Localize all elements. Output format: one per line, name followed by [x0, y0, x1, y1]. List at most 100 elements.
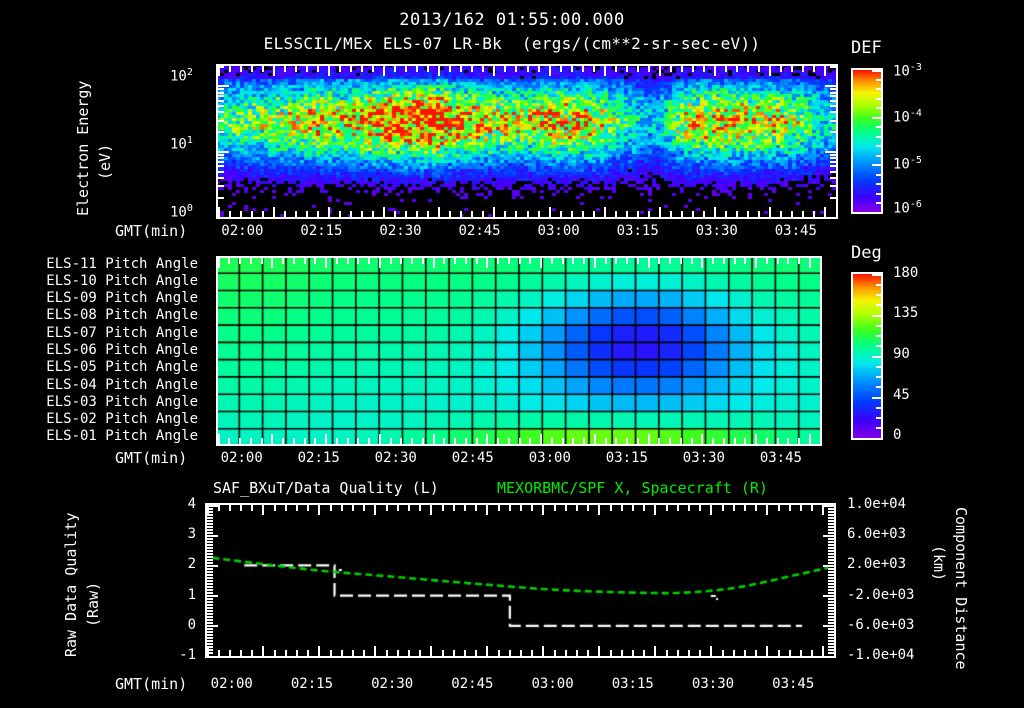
top-ytick-1-exponent: 0 — [186, 203, 193, 214]
deg-colorbar-title: Deg — [851, 243, 882, 263]
xtick-label: 03:15 — [611, 676, 654, 692]
xtick-label: 02:45 — [451, 676, 494, 692]
def-tick-6-mantissa: 10 — [893, 200, 910, 217]
xtick-label: 03:15 — [616, 223, 659, 239]
xtick-label: 02:30 — [371, 676, 414, 692]
deg-colorbar-canvas — [853, 274, 881, 438]
bottom-left-tick-label: 1 — [187, 586, 196, 603]
xtick-label: 02:15 — [297, 450, 340, 466]
bottom-xtick-labels: 02:00 02:15 02:30 02:45 03:00 03:15 03:30 03:45 — [205, 677, 836, 695]
pitch-angle-row-label: ELS-10 Pitch Angle — [46, 272, 198, 289]
def-tick-4-mantissa: 10 — [893, 109, 910, 126]
xtick-label: 02:15 — [290, 676, 334, 692]
bottom-right-tick-labels: 1.0e+04 6.0e+03 2.0e+03 -2.0e+03 -6.0e+03 -1.… — [843, 497, 943, 662]
xtick-label: 02:30 — [379, 223, 422, 239]
top-ylabel-line2: (eV) — [96, 143, 114, 180]
xtick-label: 02:00 — [210, 676, 253, 692]
xtick-label: 03:00 — [537, 223, 580, 239]
bottom-ylabel-left-line2: (Raw) — [84, 581, 102, 627]
top-ytick-100: 102 — [170, 67, 193, 85]
pitch-angle-row-labels: ELS-11 Pitch Angle ELS-10 Pitch Angle ELS-… — [0, 256, 208, 446]
bottom-ylabel-right: Component Distance (km) — [930, 505, 1004, 670]
xtick-label: 02:15 — [300, 223, 343, 239]
pitch-angle-row-label: ELS-04 Pitch Angle — [46, 376, 198, 393]
data-quality-panel — [205, 503, 836, 658]
pitch-angle-row-label: ELS-06 Pitch Angle — [46, 342, 198, 358]
def-colorbar — [851, 68, 883, 214]
xtick-label: 03:45 — [759, 450, 802, 466]
top-ytick-100-exponent: 2 — [186, 67, 193, 78]
pitch-angle-row-label: ELS-05 Pitch Angle — [46, 359, 198, 376]
bottom-right-tick-label: -1.0e+04 — [847, 647, 915, 663]
bottom-right-tick-label: 2.0e+03 — [847, 556, 907, 573]
spectrogram-canvas — [216, 64, 838, 219]
def-tick-5-exponent: -5 — [909, 155, 922, 166]
top-ytick-10-exponent: 1 — [186, 135, 193, 146]
bottom-left-tick-label: 2 — [187, 556, 196, 573]
deg-colorbar — [851, 272, 883, 440]
xtick-label: 02:00 — [221, 223, 264, 239]
top-ytick-100-mantissa: 10 — [170, 68, 187, 85]
pitch-angle-panel — [216, 256, 822, 446]
bottom-left-tick-label: 3 — [187, 526, 196, 543]
bottom-ylabel-left-line1: Raw Data Quality — [62, 512, 80, 658]
bottom-left-tick-labels: 4 3 2 1 0 -1 — [160, 497, 200, 662]
deg-tick-135: 135 — [893, 305, 919, 321]
pitch-angle-row-label: ELS-09 Pitch Angle — [46, 290, 198, 307]
def-tick-3: 10-3 — [893, 62, 922, 80]
pitch-angle-row-label: ELS-01 Pitch Angle — [46, 428, 198, 445]
top-ytick-10-mantissa: 10 — [170, 136, 187, 153]
def-tick-6-exponent: -6 — [909, 199, 922, 210]
xtick-label: 03:00 — [528, 450, 571, 466]
pitch-angle-row-label: ELS-11 Pitch Angle — [46, 255, 198, 272]
def-tick-4-exponent: -4 — [909, 108, 922, 119]
bottom-left-tick-label: 0 — [187, 616, 196, 633]
deg-tick-45: 45 — [893, 387, 910, 403]
pitch-angle-row-label: ELS-07 Pitch Angle — [46, 324, 198, 341]
deg-tick-90: 90 — [893, 346, 910, 362]
bottom-left-tick-label: 4 — [187, 496, 196, 512]
xtick-label: 03:45 — [774, 223, 817, 239]
bottom-ylabel-left: Raw Data Quality (Raw) — [50, 505, 102, 660]
pitch-angle-canvas — [216, 256, 822, 446]
xtick-label: 02:30 — [374, 450, 417, 466]
bottom-right-tick-label: 6.0e+03 — [847, 526, 907, 543]
top-ylabel: Electron Energy (eV) — [58, 70, 114, 220]
bottom-right-tick-label: -6.0e+03 — [847, 616, 915, 633]
bottom-right-tick-label: 1.0e+04 — [847, 496, 907, 512]
top-ylabel-line1: Electron Energy — [74, 80, 92, 216]
def-tick-3-exponent: -3 — [909, 62, 922, 73]
xtick-label: 03:00 — [531, 676, 574, 692]
xtick-label: 03:45 — [772, 676, 815, 692]
xtick-label: 02:45 — [458, 223, 501, 239]
def-tick-5-mantissa: 10 — [893, 156, 910, 173]
pitch-angle-row-label: ELS-03 Pitch Angle — [46, 393, 198, 410]
bottom-left-tick-label: -1 — [179, 647, 196, 663]
deg-tick-0: 0 — [893, 427, 902, 443]
bottom-xlabel: GMT(min) — [115, 675, 188, 693]
data-quality-canvas — [205, 503, 836, 658]
xtick-label: 03:15 — [605, 450, 648, 466]
mid-xtick-labels: 02:00 02:15 02:30 02:45 03:00 03:15 03:30 03:45 — [216, 451, 822, 469]
def-colorbar-title: DEF — [851, 38, 882, 58]
bottom-title-left: SAF_BXuT/Data Quality (L) — [213, 479, 439, 497]
bottom-title-right: MEXORBMC/SPF X, Spacecraft (R) — [497, 479, 768, 497]
top-ytick-1-mantissa: 10 — [170, 204, 187, 221]
bottom-right-tick-label: -2.0e+03 — [847, 586, 915, 603]
deg-tick-180: 180 — [893, 265, 919, 281]
page-title: 2013/162 01:55:00.000 — [399, 10, 625, 30]
top-ytick-1: 100 — [170, 203, 193, 221]
electron-energy-panel — [216, 64, 838, 219]
top-xlabel: GMT(min) — [115, 222, 188, 240]
xtick-label: 03:30 — [682, 450, 725, 466]
pitch-angle-row-label: ELS-08 Pitch Angle — [46, 307, 198, 324]
xtick-label: 03:30 — [695, 223, 738, 239]
def-tick-6: 10-6 — [893, 199, 922, 217]
bottom-ylabel-right-line2: (km) — [930, 545, 948, 582]
def-tick-3-mantissa: 10 — [893, 63, 910, 80]
top-ytick-10: 101 — [170, 135, 193, 153]
top-xtick-labels: 02:00 02:15 02:30 02:45 03:00 03:15 03:30 03:45 — [216, 224, 838, 242]
page-subtitle: ELSSCIL/MEx ELS-07 LR-Bk (ergs/(cm**2-sr… — [263, 34, 761, 53]
xtick-label: 02:45 — [451, 450, 494, 466]
